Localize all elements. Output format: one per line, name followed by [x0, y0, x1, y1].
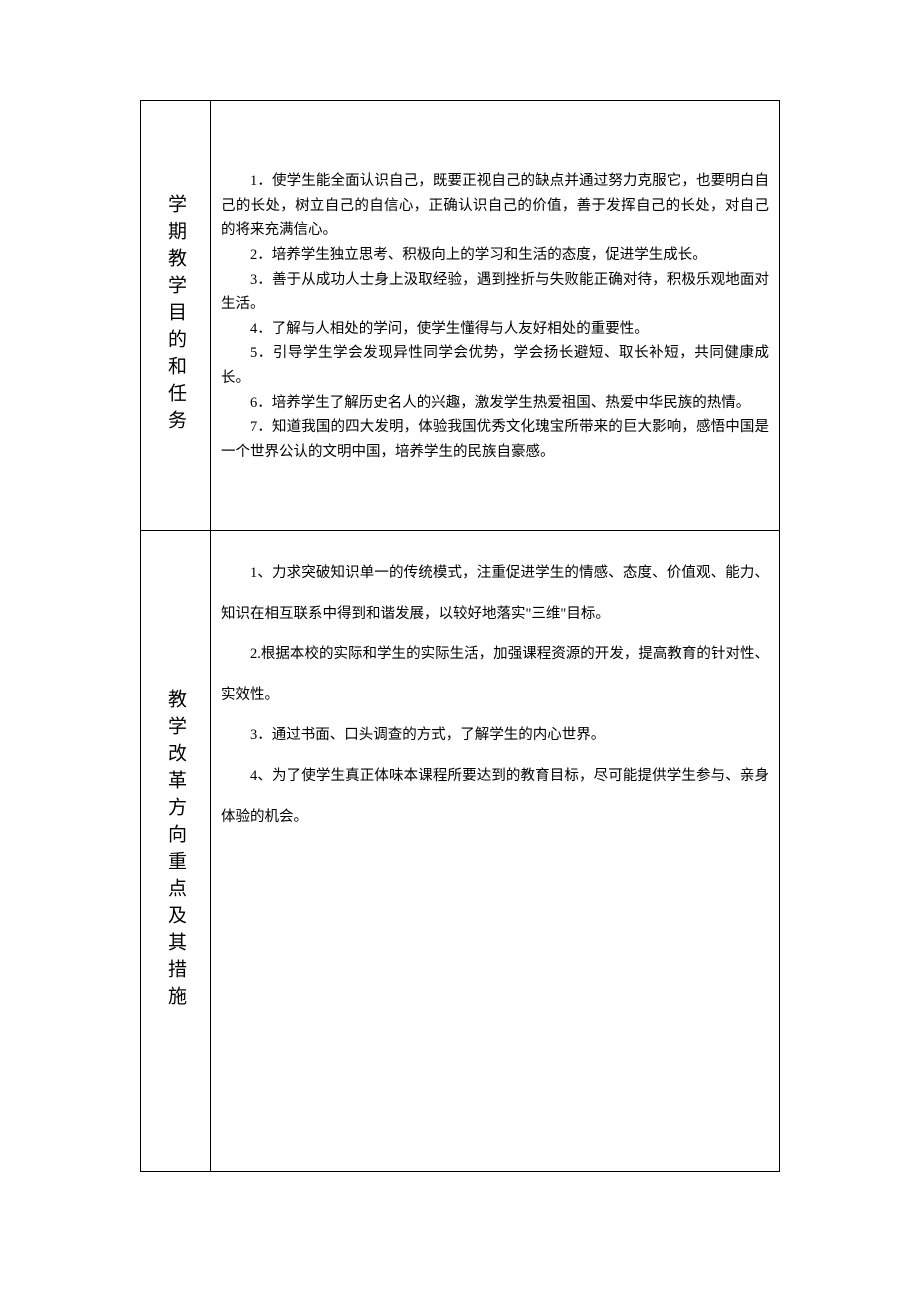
section2-content: 1、力求突破知识单一的传统模式，注重促进学生的情感、态度、价值观、能力、知识在相… — [211, 531, 779, 1171]
section2-label-cell: 教学改革方向重点及其措施 — [141, 531, 211, 1171]
section2-row: 教学改革方向重点及其措施 1、力求突破知识单一的传统模式，注重促进学生的情感、态… — [141, 531, 779, 1171]
section2-item: 1、力求突破知识单一的传统模式，注重促进学生的情感、态度、价值观、能力、知识在相… — [221, 553, 769, 634]
section2-item: 3．通过书面、口头调查的方式，了解学生的内心世界。 — [221, 715, 769, 756]
section1-row: 学期教学目的和任务 1．使学生能全面认识自己，既要正视自己的缺点并通过努力克服它… — [141, 101, 779, 531]
section1-item: 4．了解与人相处的学问，使学生懂得与人友好相处的重要性。 — [221, 317, 769, 342]
section2-item: 2.根据本校的实际和学生的实际生活，加强课程资源的开发，提高教育的针对性、实效性… — [221, 634, 769, 715]
section2-item: 4、为了使学生真正体味本课程所要达到的教育目标，尽可能提供学生参与、亲身体验的机… — [221, 756, 769, 837]
section1-item: 7．知道我国的四大发明，体验我国优秀文化瑰宝所带来的巨大影响，感悟中国是一个世界… — [221, 415, 769, 464]
section1-item: 1．使学生能全面认识自己，既要正视自己的缺点并通过努力克服它，也要明白自己的长处… — [221, 169, 769, 243]
section1-item: 3．善于从成功人士身上汲取经验，遇到挫折与失败能正确对待，积极乐观地面对生活。 — [221, 268, 769, 317]
section1-item: 6．培养学生了解历史名人的兴趣，激发学生热爱祖国、热爱中华民族的热情。 — [221, 391, 769, 416]
section1-label-cell: 学期教学目的和任务 — [141, 101, 211, 530]
section1-content: 1．使学生能全面认识自己，既要正视自己的缺点并通过努力克服它，也要明白自己的长处… — [211, 101, 779, 530]
document-table: 学期教学目的和任务 1．使学生能全面认识自己，既要正视自己的缺点并通过努力克服它… — [140, 100, 780, 1172]
section1-label: 学期教学目的和任务 — [166, 194, 185, 437]
section1-item: 5．引导学生学会发现异性同学会优势，学会扬长避短、取长补短，共同健康成长。 — [221, 341, 769, 390]
section2-label: 教学改革方向重点及其措施 — [166, 689, 185, 1013]
section1-item: 2．培养学生独立思考、积极向上的学习和生活的态度，促进学生成长。 — [221, 243, 769, 268]
